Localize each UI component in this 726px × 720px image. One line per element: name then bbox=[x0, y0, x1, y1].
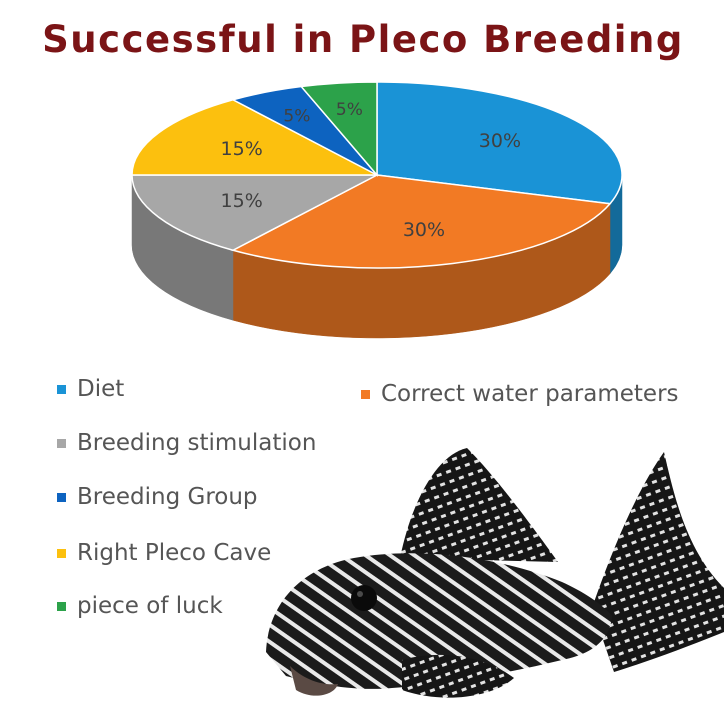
pie-label-breeding-group: 5% bbox=[283, 106, 310, 126]
legend-item-water: Correct water parameters bbox=[361, 381, 679, 407]
pie-chart: 30% 30% 15% 15% 5% 5% bbox=[131, 81, 623, 339]
legend-item-cave: Right Pleco Cave bbox=[57, 540, 271, 566]
legend-swatch-group bbox=[57, 492, 66, 502]
dorsal-fin bbox=[400, 448, 558, 562]
legend-label-water: Correct water parameters bbox=[381, 381, 679, 407]
fish-body bbox=[266, 553, 612, 689]
pie-label-correct-water-parameters: 30% bbox=[403, 219, 445, 241]
legend-swatch-luck bbox=[57, 601, 66, 611]
legend-label-luck: piece of luck bbox=[77, 593, 223, 619]
pie-label-piece-of-luck: 5% bbox=[336, 100, 363, 120]
tail-fin bbox=[592, 452, 724, 672]
legend-swatch-water bbox=[361, 389, 370, 399]
pie-slice-diet bbox=[376, 81, 623, 205]
legend-swatch-cave bbox=[57, 548, 66, 558]
fish-eye bbox=[351, 585, 377, 611]
chart-title: Successful in Pleco Breeding bbox=[42, 18, 684, 61]
legend-label-cave: Right Pleco Cave bbox=[77, 540, 272, 566]
legend-label-stimulation: Breeding stimulation bbox=[77, 430, 317, 456]
pie-label-breeding-stimulation: 15% bbox=[221, 190, 263, 212]
legend-label-diet: Diet bbox=[77, 376, 125, 402]
fish-mouth bbox=[290, 666, 338, 696]
pie-slice-breeding-stimulation bbox=[131, 174, 378, 252]
legend-item-diet: Diet bbox=[57, 376, 124, 402]
pie-slice-piece-of-luck bbox=[299, 81, 378, 178]
legend-item-luck: piece of luck bbox=[57, 593, 223, 619]
legend-item-group: Breeding Group bbox=[57, 484, 258, 510]
pleco-fish-image bbox=[266, 448, 724, 698]
pectoral-fin bbox=[402, 654, 514, 698]
legend-swatch-stimulation bbox=[57, 438, 66, 448]
pie-label-diet: 30% bbox=[479, 130, 521, 152]
pie-slice-right-pleco-cave bbox=[131, 98, 378, 176]
pie-slice-correct-water-parameters bbox=[230, 174, 612, 269]
legend-label-group: Breeding Group bbox=[77, 484, 258, 510]
pie-label-right-pleco-cave: 15% bbox=[221, 138, 263, 160]
legend-swatch-diet bbox=[57, 384, 66, 394]
legend-item-stimulation: Breeding stimulation bbox=[57, 430, 316, 456]
